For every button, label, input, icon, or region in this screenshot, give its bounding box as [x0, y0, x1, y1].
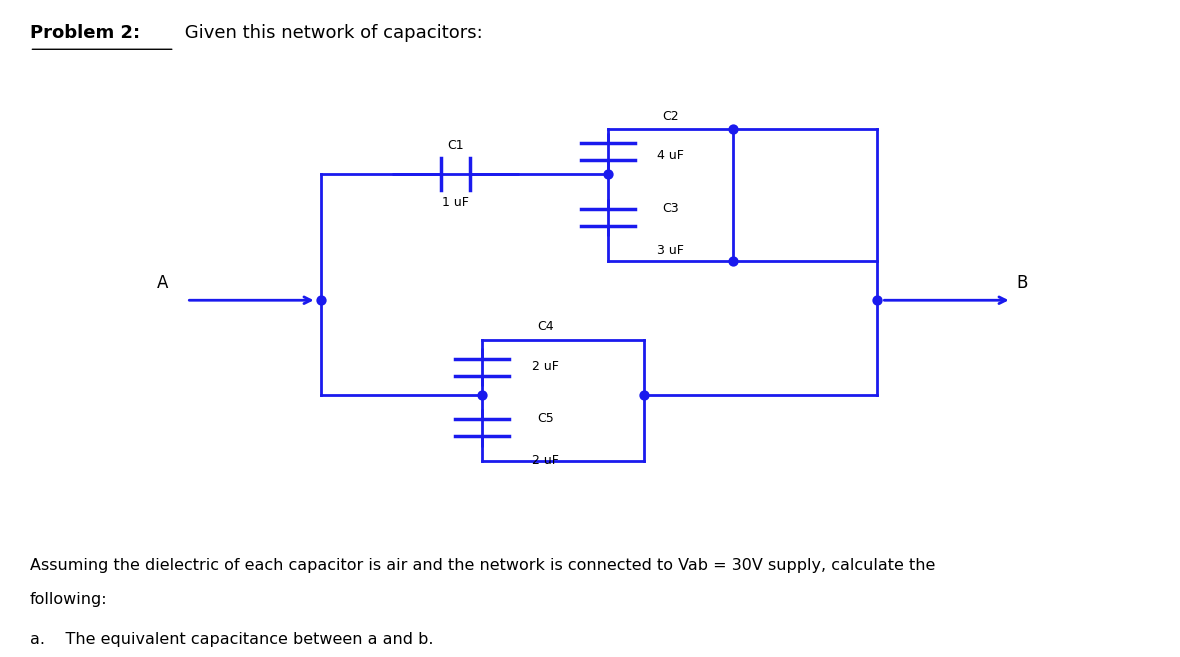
- Text: C2: C2: [662, 110, 678, 123]
- Text: A: A: [157, 275, 169, 292]
- Point: [312, 295, 330, 306]
- Text: Problem 2:: Problem 2:: [30, 24, 139, 42]
- Point: [473, 390, 492, 400]
- Point: [635, 390, 654, 400]
- Text: C5: C5: [537, 412, 553, 425]
- Point: [867, 295, 886, 306]
- Text: 2 uF: 2 uF: [532, 454, 558, 467]
- Point: [598, 169, 617, 179]
- Text: C4: C4: [537, 321, 553, 333]
- Point: [725, 256, 743, 266]
- Text: Assuming the dielectric of each capacitor is air and the network is connected to: Assuming the dielectric of each capacito…: [30, 558, 935, 572]
- Text: 1 uF: 1 uF: [442, 196, 468, 209]
- Text: Given this network of capacitors:: Given this network of capacitors:: [179, 24, 483, 42]
- Text: C3: C3: [662, 202, 678, 215]
- Point: [725, 124, 743, 135]
- Text: following:: following:: [30, 592, 107, 607]
- Text: C1: C1: [447, 139, 464, 152]
- Text: B: B: [1016, 275, 1028, 292]
- Text: 4 uF: 4 uF: [657, 149, 684, 162]
- Text: 2 uF: 2 uF: [532, 359, 558, 373]
- Text: 3 uF: 3 uF: [657, 244, 684, 257]
- Text: a.    The equivalent capacitance between a and b.: a. The equivalent capacitance between a …: [30, 632, 433, 647]
